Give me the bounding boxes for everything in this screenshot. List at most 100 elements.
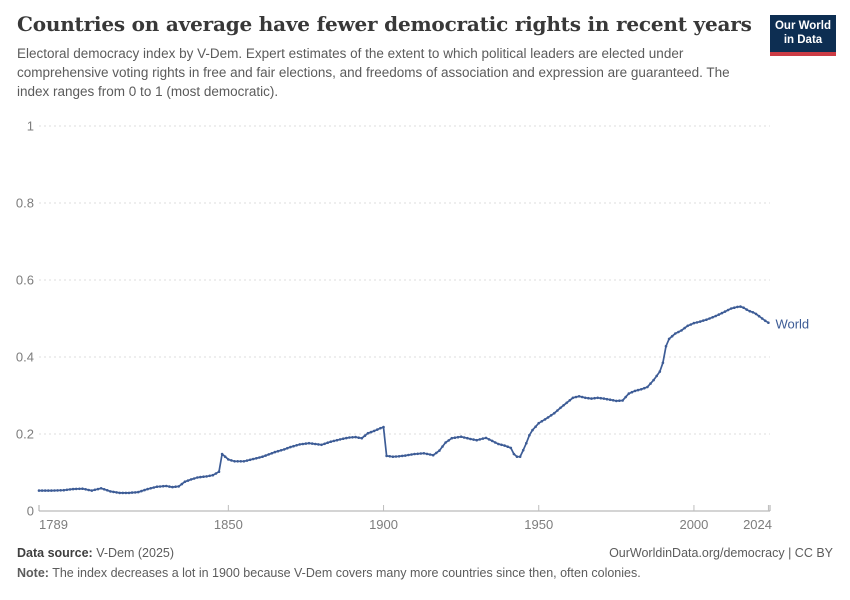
- data-point-marker: [661, 361, 665, 365]
- data-point-marker: [53, 489, 56, 492]
- data-point-marker: [553, 411, 556, 415]
- data-point-marker: [428, 453, 432, 456]
- data-point-marker: [546, 416, 550, 419]
- data-point-marker: [382, 425, 385, 429]
- data-point-marker: [37, 489, 41, 492]
- data-point-marker: [528, 433, 531, 437]
- data-point-marker: [391, 455, 395, 459]
- data-point-marker: [459, 435, 463, 439]
- data-point-marker: [106, 489, 109, 492]
- data-point-marker: [230, 459, 233, 462]
- data-point-marker: [593, 396, 596, 400]
- data-point-marker: [62, 488, 66, 492]
- data-point-marker: [161, 484, 165, 488]
- data-point-marker: [615, 399, 618, 403]
- data-point-marker: [251, 457, 255, 461]
- data-point-marker: [639, 388, 643, 391]
- data-point-marker: [478, 438, 482, 441]
- data-point-marker: [624, 395, 627, 399]
- data-point-marker: [338, 438, 342, 441]
- data-point-marker: [410, 453, 413, 456]
- data-point-marker: [109, 490, 112, 493]
- data-point-marker: [310, 442, 314, 445]
- data-point-marker: [227, 458, 230, 461]
- data-point-marker: [298, 443, 302, 446]
- data-point-marker: [618, 399, 621, 403]
- data-point-marker: [441, 445, 444, 448]
- data-point-marker: [223, 455, 227, 459]
- data-point-marker: [84, 488, 87, 491]
- data-point-marker: [534, 425, 537, 429]
- data-point-marker: [332, 439, 336, 443]
- data-point-marker: [500, 443, 503, 447]
- data-point-marker: [568, 399, 572, 402]
- data-point-marker: [273, 450, 277, 454]
- data-point-marker: [258, 456, 261, 459]
- data-point-marker: [726, 308, 730, 312]
- data-point-marker: [289, 445, 292, 449]
- data-point-marker: [633, 389, 637, 393]
- data-point-marker: [90, 489, 94, 492]
- data-point-marker: [717, 313, 721, 316]
- data-point-marker: [78, 487, 81, 491]
- data-point-marker: [202, 475, 205, 479]
- data-point-marker: [742, 306, 745, 310]
- data-point-marker: [149, 487, 152, 490]
- data-point-marker: [248, 458, 252, 462]
- data-point-marker: [587, 396, 590, 400]
- data-point-marker: [158, 485, 162, 488]
- data-point-marker: [764, 319, 767, 323]
- data-point-marker: [351, 436, 354, 439]
- data-point-marker: [720, 311, 724, 315]
- data-point-marker: [689, 323, 693, 326]
- data-point-marker: [335, 438, 339, 442]
- data-point-marker: [363, 434, 367, 438]
- data-point-marker: [348, 436, 351, 439]
- data-point-marker: [714, 314, 717, 318]
- data-point-marker: [214, 472, 218, 475]
- data-point-marker: [388, 455, 392, 458]
- data-point-marker: [556, 409, 559, 412]
- data-point-marker: [739, 305, 742, 308]
- data-point-marker: [323, 442, 326, 446]
- owid-logo[interactable]: Our World in Data: [770, 15, 836, 56]
- data-point-marker: [708, 317, 711, 320]
- data-point-marker: [462, 436, 466, 439]
- data-point-marker: [447, 439, 451, 442]
- data-point-marker: [729, 307, 733, 310]
- data-point-marker: [751, 311, 755, 314]
- data-point-marker: [484, 436, 488, 440]
- data-point-marker: [472, 438, 475, 441]
- y-tick-label: 0.4: [15, 349, 34, 365]
- data-point-marker: [667, 337, 671, 341]
- owid-logo-red-bar: [770, 51, 836, 56]
- data-point-marker: [270, 452, 274, 455]
- world-series-line[interactable]: [39, 305, 769, 494]
- data-point-marker: [245, 459, 249, 462]
- data-point-marker: [276, 449, 280, 453]
- data-point-marker: [506, 445, 510, 449]
- data-point-marker: [695, 321, 699, 324]
- data-point-marker: [233, 460, 236, 463]
- data-point-marker: [400, 454, 404, 458]
- owid-cc-link[interactable]: OurWorldinData.org/democracy | CC BY: [609, 546, 833, 560]
- chart-note: Note: The index decreases a lot in 1900 …: [17, 566, 641, 580]
- data-point-marker: [326, 441, 330, 445]
- data-point-marker: [605, 397, 609, 401]
- data-point-marker: [525, 441, 528, 445]
- data-point-marker: [630, 390, 634, 394]
- data-point-marker: [93, 488, 97, 492]
- data-point-marker: [369, 430, 373, 434]
- data-point-marker: [286, 446, 289, 450]
- chart-subtitle: Electoral democracy index by V-Dem. Expe…: [17, 46, 730, 100]
- data-point-marker: [503, 444, 506, 447]
- data-point-marker: [596, 396, 599, 400]
- data-point-marker: [456, 435, 460, 439]
- data-point-marker: [314, 442, 317, 446]
- data-point-marker: [155, 485, 159, 489]
- data-point-marker: [317, 443, 320, 446]
- data-point-marker: [379, 426, 382, 430]
- data-point-marker: [692, 321, 696, 325]
- data-point-marker: [574, 395, 578, 399]
